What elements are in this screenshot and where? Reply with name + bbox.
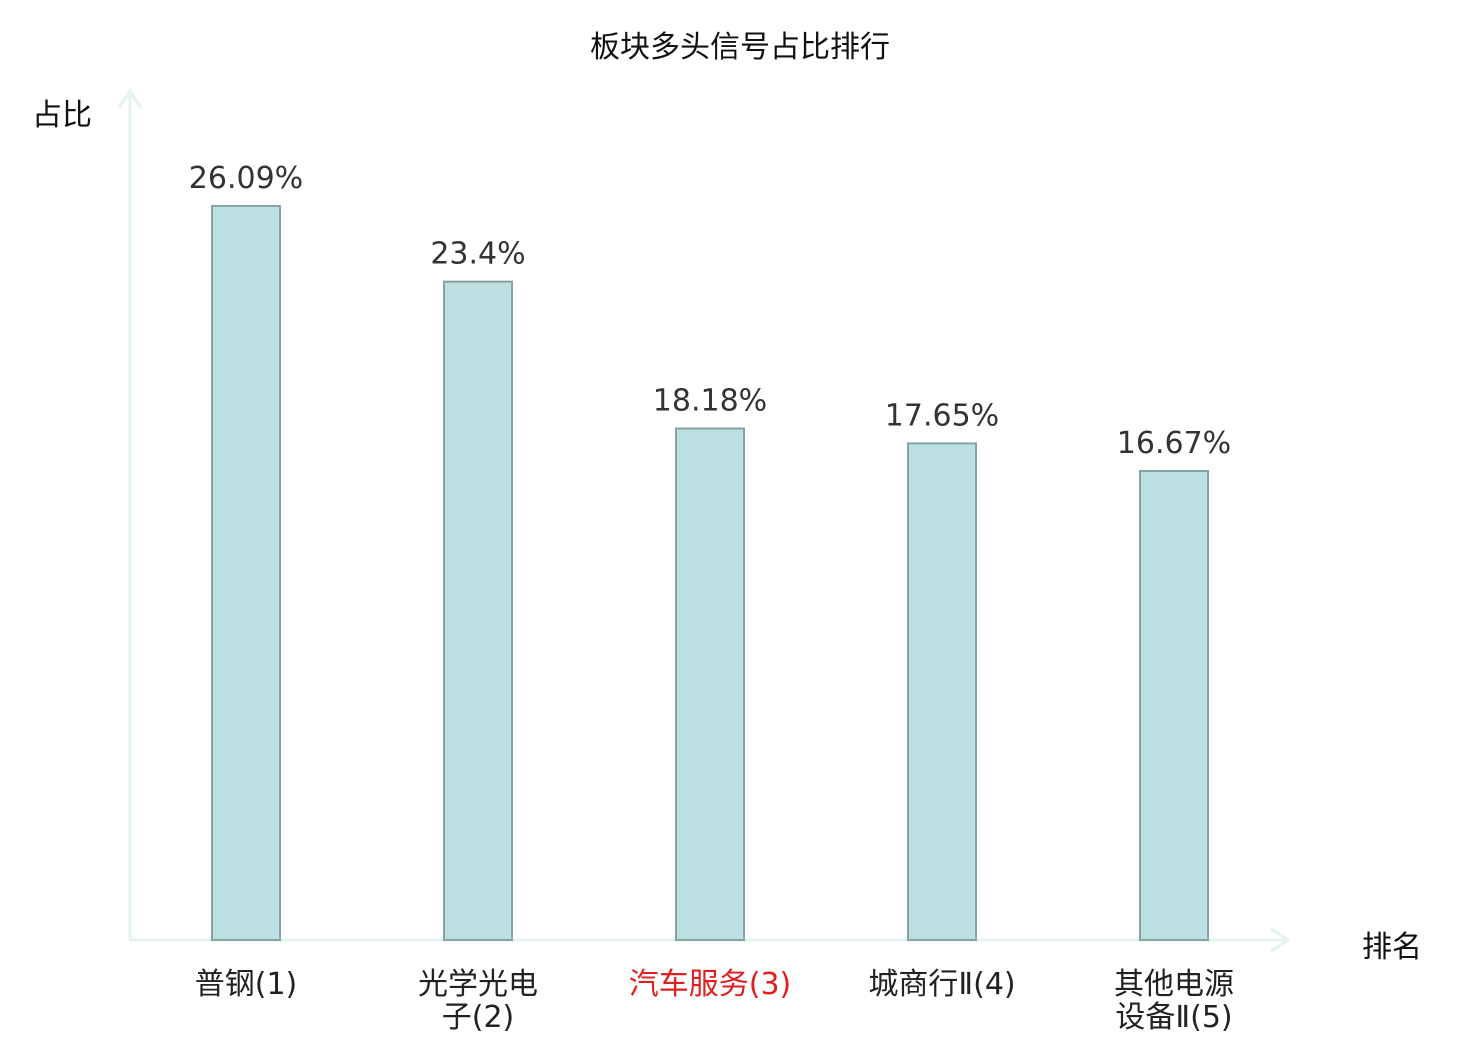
category-label-5: 其他电源设备Ⅱ(5): [1114, 967, 1234, 1035]
category-labels-group: 普钢(1) 光学光电子(2) 汽车服务(3) 城商行Ⅱ(4) 其他电源设备Ⅱ(5): [195, 967, 1234, 1035]
y-axis-label: 占比: [32, 98, 92, 133]
value-labels-group: 26.09% 23.4% 18.18% 17.65% 16.67%: [189, 161, 1231, 461]
value-label-1: 26.09%: [189, 161, 303, 196]
category-label-4: 城商行Ⅱ(4): [868, 967, 1015, 1002]
bar-5: [1139, 469, 1209, 941]
bar-4: [907, 442, 977, 941]
value-label-2: 23.4%: [430, 237, 525, 272]
category-label-3: 汽车服务(3): [629, 967, 792, 1002]
category-label-2: 光学光电子(2): [418, 967, 538, 1035]
category-label-1: 普钢(1): [195, 967, 298, 1002]
value-label-3: 18.18%: [653, 383, 767, 418]
bar-1: [211, 204, 281, 941]
value-label-5: 16.67%: [1117, 426, 1231, 461]
bar-3: [675, 427, 745, 941]
x-axis-label: 排名: [1362, 930, 1422, 965]
bars-group: [211, 204, 1209, 941]
x-axis-arrow: [1270, 927, 1291, 953]
bar-2: [443, 280, 513, 941]
value-label-4: 17.65%: [885, 398, 999, 433]
chart-title: 板块多头信号占比排行: [590, 30, 890, 65]
y-axis-arrow: [117, 88, 143, 109]
